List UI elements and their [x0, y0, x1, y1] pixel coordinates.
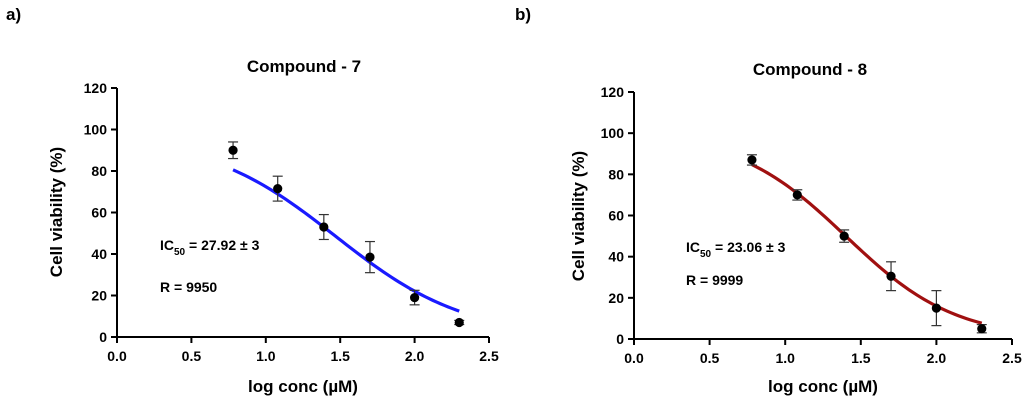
y-tick-label: 120: [84, 80, 108, 96]
data-point: [931, 303, 942, 313]
ic50-subscript: 50: [174, 247, 186, 258]
data-point: [365, 252, 375, 262]
ic50-subscript: 50: [700, 249, 712, 260]
ic50-prefix: IC: [160, 237, 174, 253]
y-tick-label: 100: [84, 122, 108, 138]
y-tick-label: 120: [601, 84, 625, 100]
x-tick-label: 2.0: [405, 348, 425, 364]
data-point: [273, 184, 283, 194]
y-tick-label: 20: [91, 288, 107, 304]
y-tick-label: 80: [91, 163, 107, 179]
ic50-value: = 23.06 ± 3: [711, 239, 785, 255]
y-tick-label: 40: [91, 246, 107, 262]
data-point: [319, 222, 329, 232]
x-tick-label: 1.0: [256, 348, 276, 364]
chart-panel-1: a) Compound - 7 0.0 0.5 1.0 1.5 2.0 2.5 0 20 40 60 8…: [6, 5, 499, 396]
data-point: [977, 324, 987, 334]
ic50-value: = 27.92 ± 3: [185, 237, 259, 253]
x-tick-label: 0.0: [624, 350, 644, 366]
x-tick-label: 2.5: [479, 348, 499, 364]
x-tick-label: 1.5: [330, 348, 350, 364]
y-tick-label: 100: [601, 125, 625, 141]
x-tick-label: 0.0: [107, 348, 127, 364]
data-point: [747, 155, 757, 165]
y-tick-label: 40: [608, 249, 624, 265]
x-tick-label: 0.5: [182, 348, 202, 364]
data-point: [454, 317, 464, 328]
fit-curve: [232, 168, 460, 313]
y-axis-label: Cell viability (%): [569, 151, 588, 281]
y-tick-label: 0: [616, 331, 624, 347]
y-tick-label: 60: [91, 205, 107, 221]
x-tick-label: 1.0: [775, 350, 795, 366]
x-tick-label: 2.5: [1002, 350, 1022, 366]
panel-label: b): [515, 5, 531, 24]
data-point: [792, 190, 802, 200]
data-point: [839, 231, 849, 241]
y-tick-label: 80: [608, 166, 624, 182]
chart-title: Compound - 8: [753, 60, 867, 79]
y-tick-label: 20: [608, 290, 624, 306]
x-axis-label: log conc (µM): [248, 377, 358, 396]
data-point: [410, 292, 420, 303]
x-tick-label: 0.5: [700, 350, 720, 366]
y-tick-label: 0: [99, 329, 107, 345]
x-tick-label: 2.0: [927, 350, 947, 366]
r-annotation: R = 9999: [686, 272, 743, 288]
chart-panel-2: b) Compound - 8 0.0 0.5 1.0 1.5 2.0 2.5 0 20 40 60 8…: [515, 5, 1022, 396]
data-point: [228, 145, 238, 155]
panel-label: a): [6, 5, 21, 24]
x-axis-label: log conc (µM): [768, 377, 878, 396]
ic50-annotation: IC50 = 27.92 ± 3: [160, 237, 260, 258]
r-annotation: R = 9950: [160, 279, 217, 295]
fit-curve: [751, 163, 983, 325]
chart-title: Compound - 7: [247, 57, 361, 76]
y-axis-label: Cell viability (%): [47, 147, 66, 277]
x-tick-label: 1.5: [851, 350, 871, 366]
ic50-prefix: IC: [686, 239, 700, 255]
y-tick-label: 60: [608, 208, 624, 224]
data-point: [886, 271, 896, 281]
ic50-annotation: IC50 = 23.06 ± 3: [686, 239, 786, 260]
